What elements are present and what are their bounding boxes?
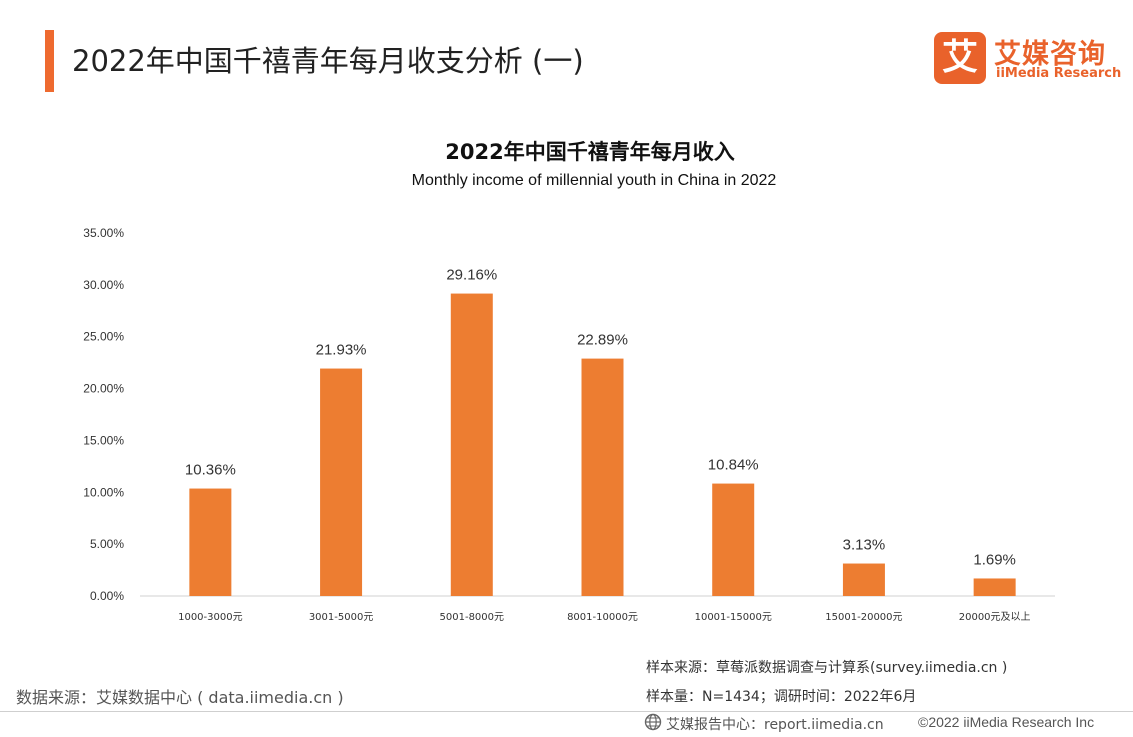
x-category-label: 20000元及以上 (959, 611, 1031, 623)
bar[interactable] (712, 483, 755, 596)
globe-icon (644, 713, 662, 731)
bar[interactable] (320, 368, 363, 596)
bar-value-label: 3.13% (843, 537, 886, 554)
logo-mark-icon: 艾 (934, 32, 986, 84)
y-tick-label: 20.00% (83, 382, 124, 396)
y-tick-label: 10.00% (83, 485, 124, 499)
data-source: 数据来源：艾媒数据中心 ( data.iimedia.cn ) (16, 688, 344, 707)
copyright: ©2022 iiMedia Research Inc (918, 714, 1095, 730)
chart-subtitle: Monthly income of millennial youth in Ch… (411, 172, 777, 189)
bar-value-label: 10.84% (708, 457, 759, 474)
y-tick-label: 30.00% (83, 278, 124, 292)
x-category-label: 1000-3000元 (178, 612, 243, 623)
y-tick-label: 0.00% (90, 589, 124, 603)
title-accent-bar (45, 30, 54, 92)
logo-name-cn: 艾媒咨询 (994, 39, 1106, 70)
y-tick-label: 5.00% (90, 537, 124, 551)
bar[interactable] (581, 358, 624, 596)
bar[interactable] (973, 578, 1016, 596)
bar[interactable] (450, 293, 493, 596)
x-category-label: 10001-15000元 (695, 612, 772, 623)
report-center-link[interactable]: 艾媒报告中心：report.iimedia.cn (666, 717, 884, 733)
x-category-label: 5001-8000元 (440, 612, 505, 623)
bar-value-label: 22.89% (577, 332, 628, 349)
bar-value-label: 29.16% (446, 267, 497, 284)
logo-mark-char: 艾 (941, 37, 978, 78)
footer-divider (0, 711, 1133, 712)
bar-value-label: 21.93% (316, 342, 367, 359)
bar-value-label: 10.36% (185, 462, 236, 479)
x-category-label: 3001-5000元 (309, 612, 374, 623)
bar[interactable] (189, 488, 232, 596)
logo-name-en: iiMedia Research (996, 66, 1122, 81)
sample-source: 样本来源：草莓派数据调查与计算系(survey.iimedia.cn ) (646, 660, 1008, 676)
page-title: 2022年中国千禧青年每月收支分析 (一) (72, 44, 584, 78)
x-category-label: 15001-20000元 (825, 612, 902, 623)
y-tick-label: 25.00% (83, 330, 124, 344)
bar-value-label: 1.69% (973, 551, 1016, 568)
y-tick-label: 35.00% (83, 226, 124, 240)
brand-logo[interactable]: 艾 艾媒咨询 iiMedia Research (934, 32, 1124, 88)
y-tick-label: 15.00% (83, 433, 124, 447)
bar[interactable] (842, 563, 885, 596)
chart-title: 2022年中国千禧青年每月收入 (445, 140, 735, 164)
x-category-label: 8001-10000元 (567, 612, 638, 623)
sample-size: 样本量：N=1434；调研时间：2022年6月 (646, 689, 917, 705)
